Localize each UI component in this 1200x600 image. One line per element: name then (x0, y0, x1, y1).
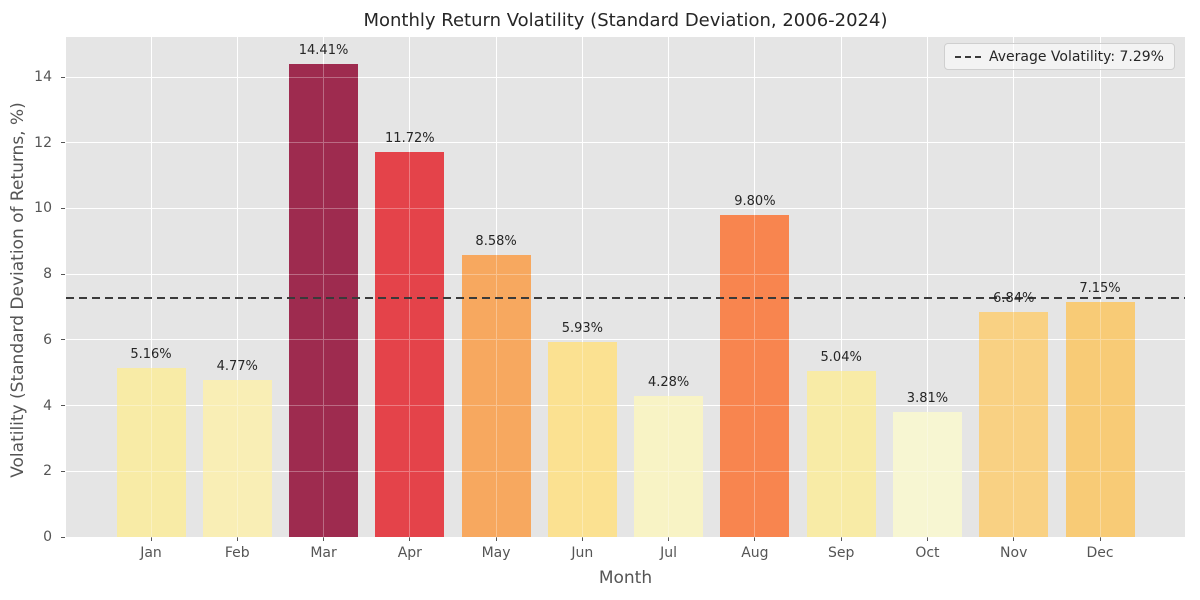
x-tick-mark (926, 537, 928, 541)
y-tick-mark (61, 405, 65, 407)
y-tick-mark (61, 470, 65, 472)
y-tick-label: 2 (43, 463, 52, 480)
bar-value-label: 5.04% (820, 350, 862, 366)
x-tick-mark (495, 537, 497, 541)
bar-sep (806, 371, 876, 537)
bar-value-label: 8.58% (475, 234, 517, 250)
gridline-vertical (1099, 37, 1101, 537)
legend: Average Volatility: 7.29% (943, 43, 1175, 70)
average-volatility-line (66, 296, 1185, 299)
gridline-horizontal (66, 76, 1185, 78)
gridline-vertical (236, 37, 238, 537)
x-tick-mark (840, 537, 842, 541)
y-tick-label: 12 (34, 134, 52, 151)
bar-value-label: 3.81% (906, 390, 949, 406)
gridline-vertical (926, 37, 928, 537)
y-tick-label: 6 (43, 331, 52, 348)
bar-aug (720, 215, 790, 537)
gridline-vertical (1013, 37, 1015, 537)
x-tick-label-mar: Mar (310, 545, 337, 561)
gridline-vertical (581, 37, 583, 537)
gridline-horizontal (66, 273, 1185, 275)
bar-value-label: 11.72% (385, 130, 435, 146)
x-tick-label-aug: Aug (741, 545, 769, 561)
x-axis-title: Month (598, 568, 653, 588)
y-tick-label: 8 (43, 266, 52, 283)
gridline-horizontal (66, 405, 1185, 407)
legend-label: Average Volatility: 7.29% (988, 48, 1164, 65)
bar-value-label: 14.41% (298, 42, 349, 58)
bar-value-label: 6.84% (993, 291, 1035, 307)
chart-title: Monthly Return Volatility (Standard Devi… (363, 10, 888, 31)
x-tick-label-apr: Apr (397, 545, 422, 561)
x-tick-label-sep: Sep (827, 545, 855, 561)
bar-may (461, 255, 531, 537)
y-tick-mark (61, 273, 65, 275)
x-tick-mark (1013, 537, 1015, 541)
x-tick-mark (236, 537, 238, 541)
x-tick-mark (581, 537, 583, 541)
gridline-horizontal (66, 470, 1185, 472)
x-tick-label-nov: Nov (1000, 545, 1028, 561)
x-tick-label-dec: Dec (1086, 545, 1114, 561)
gridline-horizontal (66, 207, 1185, 209)
y-tick-mark (61, 339, 65, 341)
y-axis-title: Volatility (Standard Deviation of Return… (8, 102, 28, 478)
x-tick-label-feb: Feb (224, 545, 250, 561)
x-tick-mark (150, 537, 152, 541)
bar-nov (979, 312, 1049, 537)
bar-dec (1065, 302, 1135, 537)
y-tick-mark (61, 142, 65, 144)
gridline-horizontal (66, 536, 1185, 538)
x-tick-label-jul: Jul (660, 545, 678, 561)
bar-jul (634, 396, 704, 537)
x-tick-mark (409, 537, 411, 541)
plot-area: 5.16% 4.77% 14.41% 11.72% 8.58% 5.93% 4.28% 9.8… (66, 37, 1185, 538)
y-tick-mark (61, 536, 65, 538)
x-tick-mark (668, 537, 670, 541)
bars-container (66, 37, 1185, 537)
x-tick-label-oct: Oct (915, 545, 940, 561)
x-tick-mark (1099, 537, 1101, 541)
bar-feb (202, 380, 272, 537)
gridline-vertical (668, 37, 670, 537)
y-tick-label: 4 (43, 397, 52, 414)
bar-oct (892, 411, 962, 537)
gridline-horizontal (66, 142, 1185, 144)
x-tick-mark (323, 537, 325, 541)
bar-value-label: 7.15% (1079, 281, 1121, 297)
y-tick-label: 0 (43, 529, 52, 545)
bar-value-label: 5.93% (561, 321, 604, 337)
bar-apr (375, 151, 445, 537)
y-tick-mark (61, 76, 65, 78)
gridline-vertical (840, 37, 842, 537)
bar-jan (116, 367, 186, 537)
dashed-line-icon (954, 55, 981, 58)
bar-value-label: 5.16% (130, 346, 172, 362)
bar-mar (289, 63, 359, 537)
x-tick-label-jun: Jun (571, 545, 594, 561)
y-tick-label: 14 (34, 69, 52, 86)
x-tick-mark (754, 537, 756, 541)
bar-value-label: 9.80% (734, 194, 776, 210)
y-tick-label: 10 (34, 200, 52, 217)
bar-value-label: 4.28% (647, 375, 690, 391)
x-tick-label-may: May (481, 545, 511, 561)
bar-value-label: 4.77% (216, 359, 258, 375)
y-tick-mark (61, 207, 65, 209)
bar-jun (547, 342, 617, 537)
gridline-vertical (150, 37, 152, 537)
x-tick-label-jan: Jan (140, 545, 162, 561)
gridline-horizontal (66, 339, 1185, 341)
